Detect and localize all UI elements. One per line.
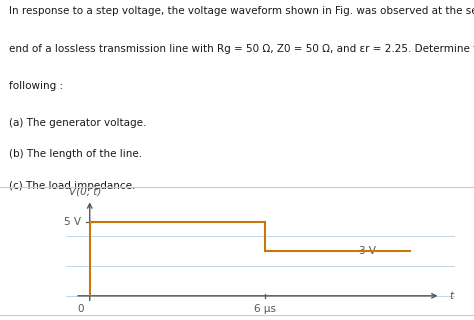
Text: V(0, t): V(0, t) bbox=[69, 187, 101, 196]
Text: (a) The generator voltage.: (a) The generator voltage. bbox=[9, 118, 147, 128]
Text: (b) The length of the line.: (b) The length of the line. bbox=[9, 149, 143, 159]
Text: t: t bbox=[449, 291, 453, 301]
Text: following :: following : bbox=[9, 81, 64, 91]
Text: (c) The load impedance.: (c) The load impedance. bbox=[9, 181, 136, 191]
Text: 5 V: 5 V bbox=[64, 217, 81, 227]
Text: In response to a step voltage, the voltage waveform shown in Fig. was observed a: In response to a step voltage, the volta… bbox=[9, 6, 474, 16]
Text: 3 V: 3 V bbox=[359, 246, 375, 256]
Text: 6 μs: 6 μs bbox=[254, 304, 276, 314]
Text: 0: 0 bbox=[78, 304, 84, 314]
Text: end of a lossless transmission line with Rg = 50 Ω, Z0 = 50 Ω, and εr = 2.25. De: end of a lossless transmission line with… bbox=[9, 44, 474, 53]
